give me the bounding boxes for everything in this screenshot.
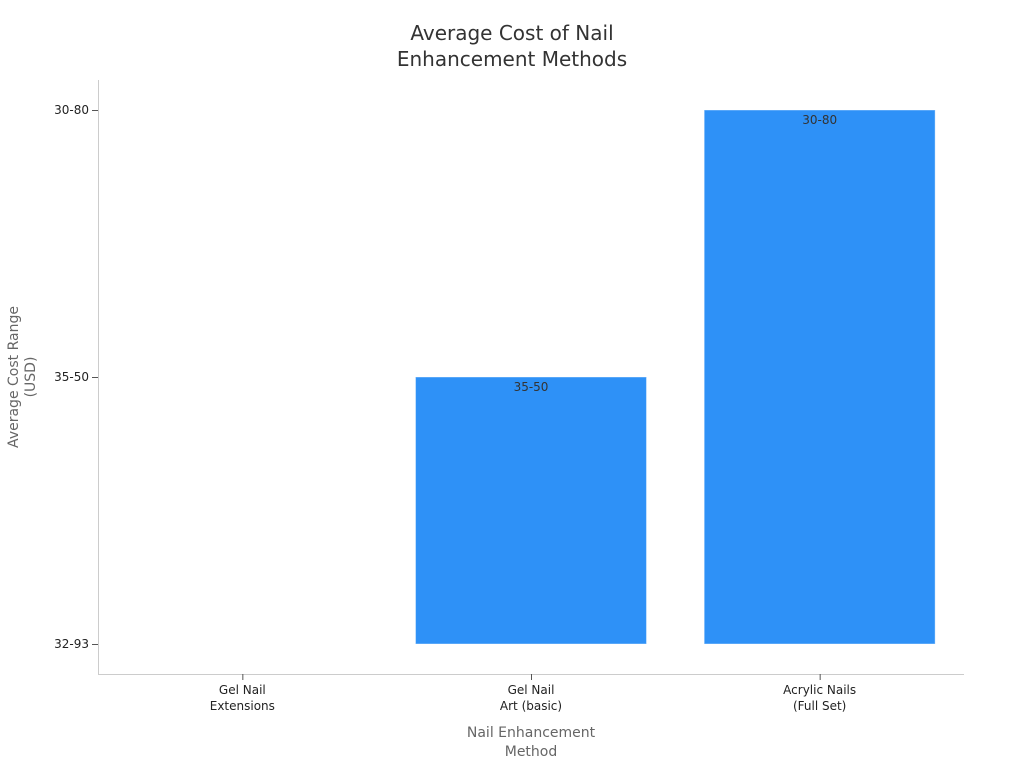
x-tick-label: Art (basic): [500, 699, 562, 713]
y-tick-label: 35-50: [54, 370, 89, 384]
y-tick-label: 32-93: [54, 637, 89, 651]
x-ticks-group: Gel Nail Extensions Gel Nail Art (basic) Acr…: [210, 674, 856, 713]
chart-title-line-2: Enhancement Methods: [397, 47, 627, 71]
x-tick-label: Gel Nail: [219, 683, 266, 697]
y-axis-label-line-2: (USD): [23, 357, 39, 398]
x-tick-label: (Full Set): [793, 699, 846, 713]
x-axis-label-line-2: Method: [505, 744, 558, 760]
bar-data-label: 35-50: [514, 380, 549, 394]
x-tick-label: Acrylic Nails: [783, 683, 856, 697]
y-ticks-group: 32-93 35-50 30-80: [54, 103, 98, 651]
chart-title-line-1: Average Cost of Nail: [410, 21, 613, 45]
x-axis-label-line-1: Nail Enhancement: [467, 725, 596, 741]
y-tick-label: 30-80: [54, 103, 89, 117]
bar-data-label: 30-80: [802, 113, 837, 127]
bars-group: 35-50 30-80: [415, 109, 936, 645]
y-axis-label: Average Cost Range (USD): [6, 306, 39, 448]
x-tick-label: Gel Nail: [508, 683, 555, 697]
y-axis-label-line-1: Average Cost Range: [6, 306, 22, 448]
bar: [415, 376, 647, 645]
x-tick-label: Extensions: [210, 699, 275, 713]
bar: [703, 109, 936, 645]
